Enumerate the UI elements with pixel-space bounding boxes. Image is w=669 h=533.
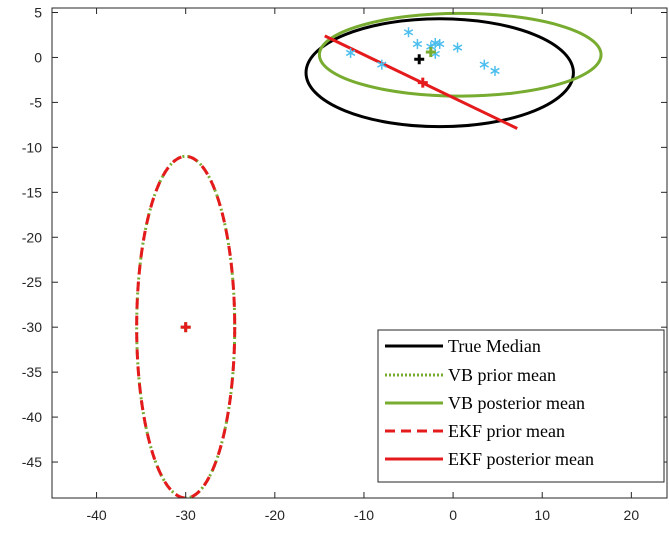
mean-marker-ekf-posterior-mean	[417, 77, 428, 88]
observation-point	[452, 42, 463, 53]
x-tick-label: -30	[176, 507, 196, 523]
x-tick-label: -20	[265, 507, 285, 523]
series-true-median	[304, 17, 575, 129]
y-tick-label: 5	[34, 4, 42, 20]
legend-label-ekf-posterior: EKF posterior mean	[448, 449, 594, 469]
mean-marker-true-median	[414, 54, 425, 65]
legend-label-vb-posterior: VB posterior mean	[448, 393, 585, 413]
y-tick-label: -35	[22, 364, 42, 380]
legend-label-ekf-prior: EKF prior mean	[448, 421, 565, 441]
y-tick-label: -5	[30, 94, 43, 110]
plot-frame	[51, 7, 668, 499]
observation-point	[377, 59, 387, 70]
x-tick-label: -10	[354, 507, 374, 523]
legend-label-vb-prior: VB prior mean	[448, 365, 556, 385]
legend: True Median VB prior mean VB posterior m…	[377, 329, 665, 483]
x-tick-label: 0	[449, 507, 457, 523]
observation-point	[412, 38, 423, 49]
axis-layer: -40 -30 -20 -10 0 10 20 5 0 -5 -10 -15 -20 -25 -30 -35 -…	[22, 4, 667, 523]
observation-point	[490, 65, 500, 76]
y-tick-label: 0	[34, 49, 42, 65]
data-layer	[135, 11, 603, 498]
observation-point	[345, 47, 356, 58]
observation-point	[479, 59, 489, 70]
y-tick-label: -40	[22, 409, 42, 425]
x-tick-label: 20	[624, 507, 640, 523]
mean-marker-ekf-prior-mean	[180, 322, 191, 333]
observation-point	[403, 27, 414, 38]
x-tick-label: 10	[534, 507, 550, 523]
legend-box	[377, 329, 665, 483]
y-tick-label: -30	[22, 319, 42, 335]
y-tick-label: -10	[22, 139, 42, 155]
observation-point	[435, 38, 445, 49]
series-vb-posterior-mean	[317, 11, 603, 98]
legend-label-true-median: True Median	[448, 336, 541, 356]
y-tick-label: -15	[22, 184, 42, 200]
y-tick-label: -25	[22, 274, 42, 290]
y-tick-label: -45	[22, 454, 42, 470]
y-tick-label: -20	[22, 229, 42, 245]
mean-marker-vb-posterior-mean	[425, 47, 436, 58]
series-ekf-prior-mean	[135, 154, 237, 498]
x-tick-label: -40	[86, 507, 106, 523]
